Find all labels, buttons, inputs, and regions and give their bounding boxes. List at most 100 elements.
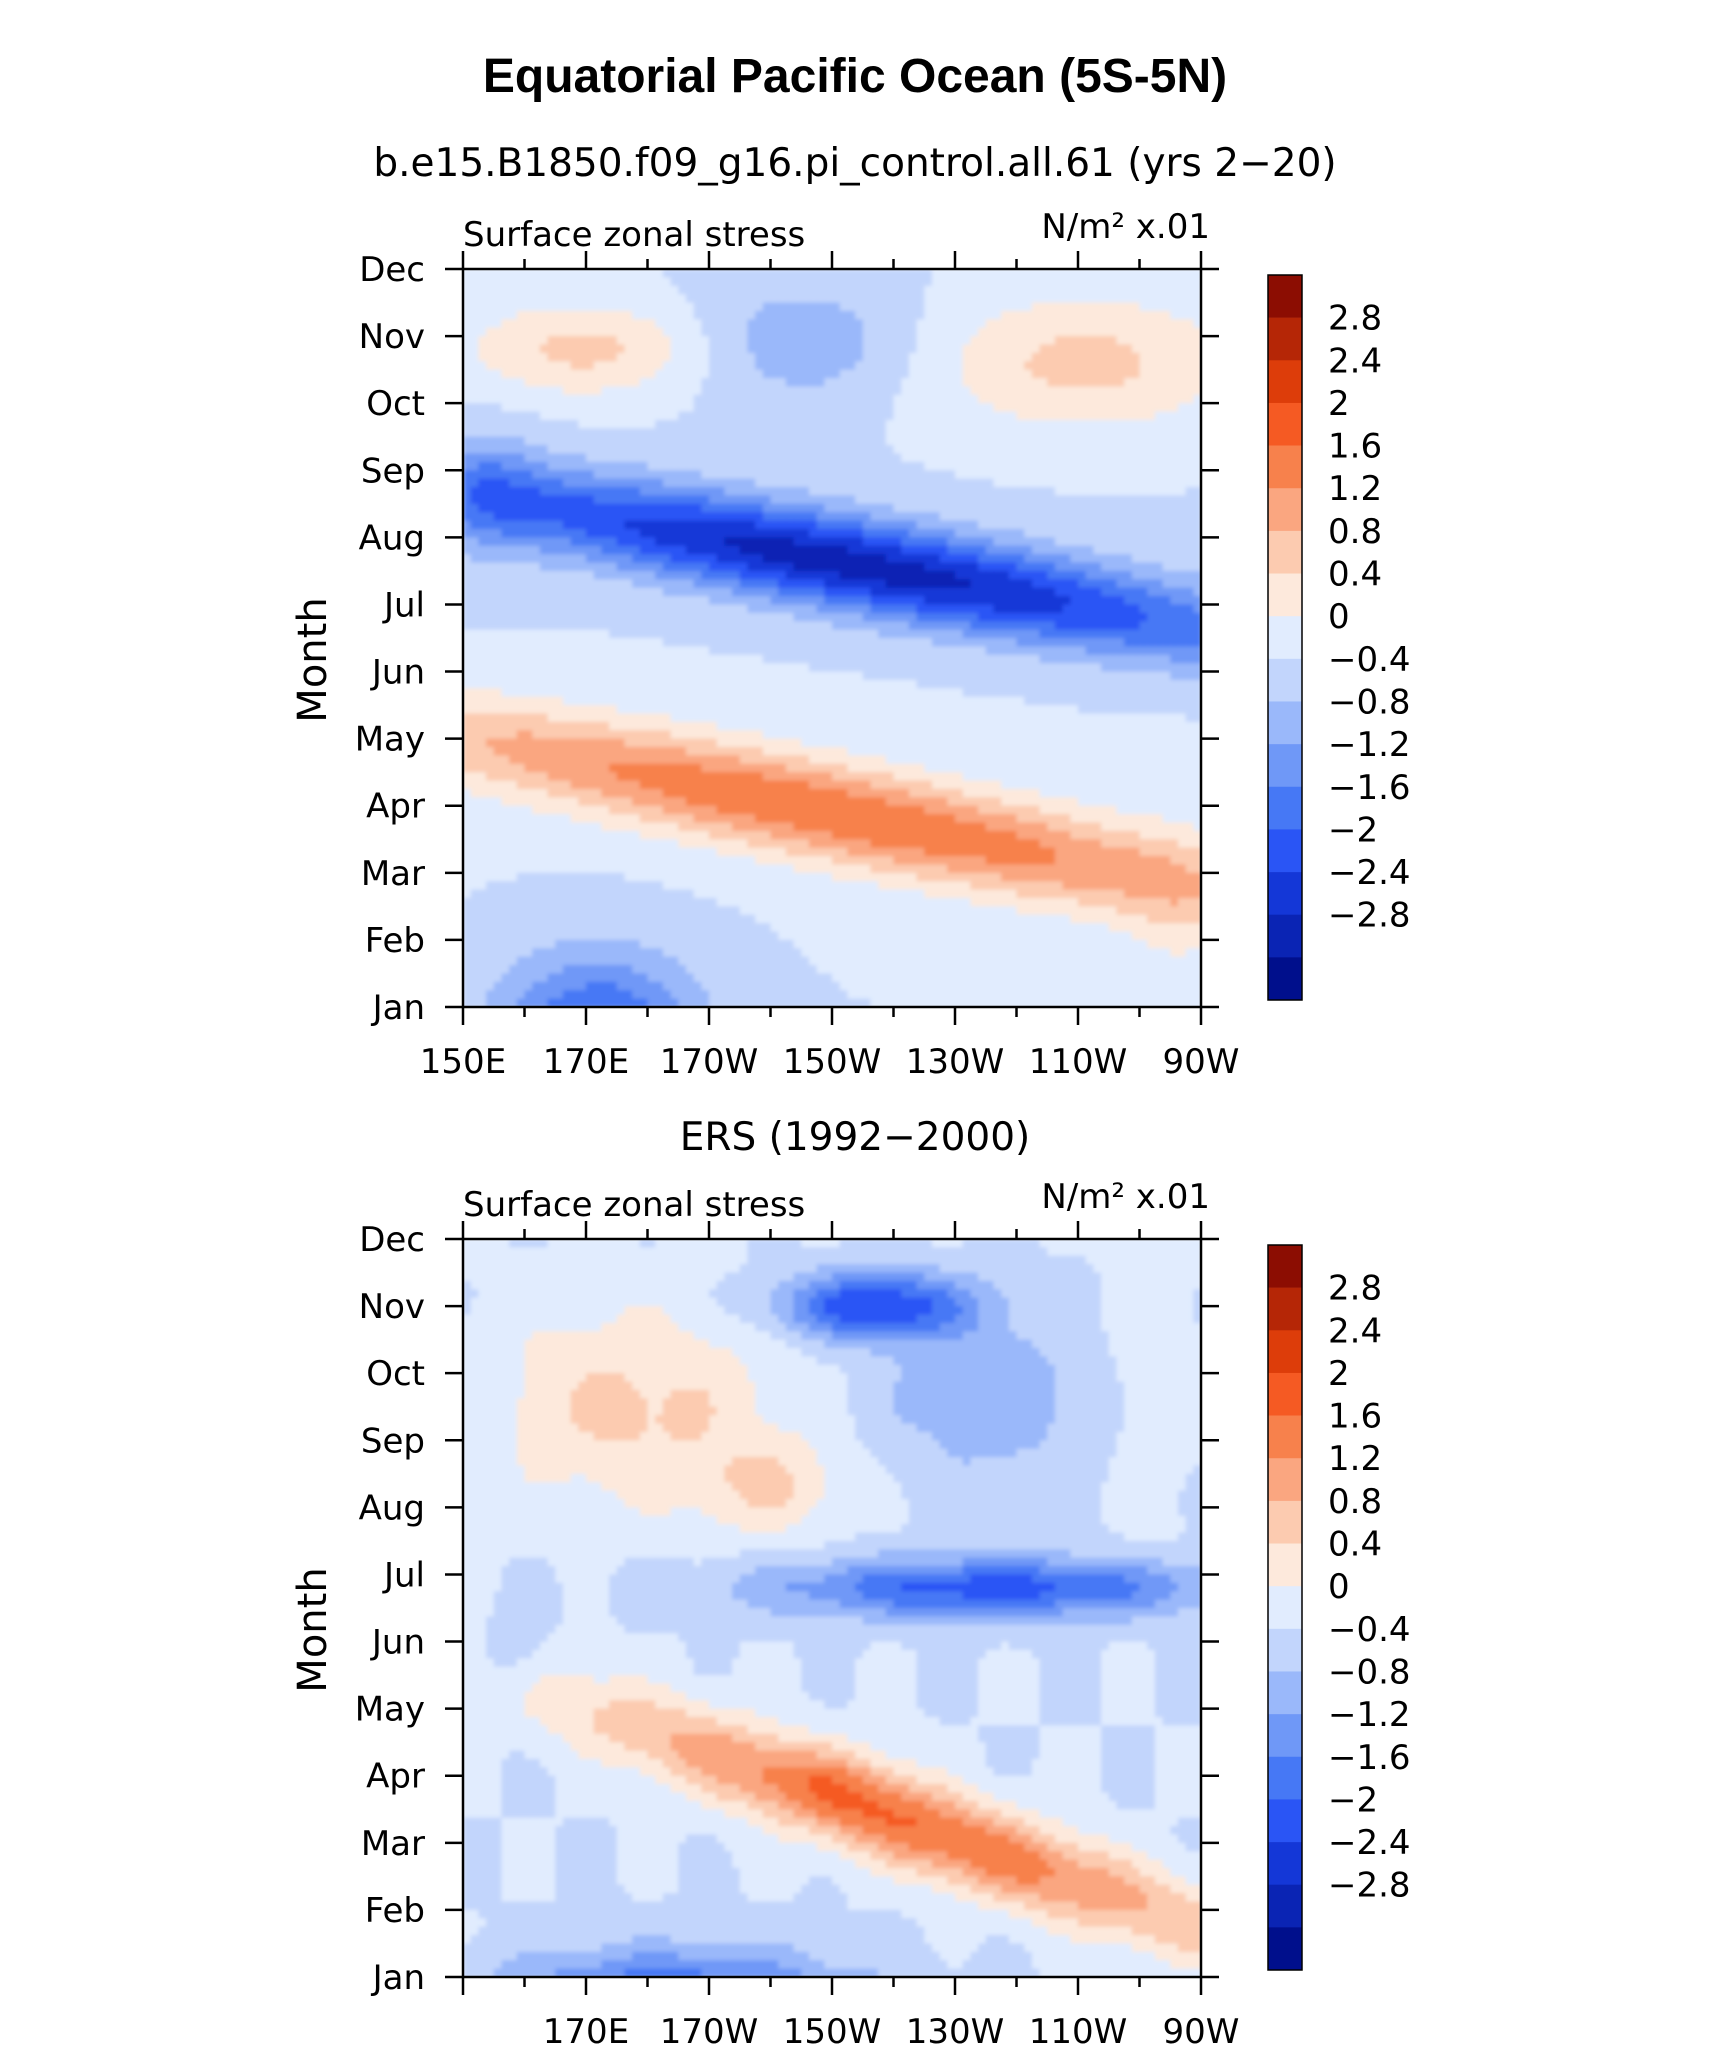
- contour-cell: [562, 394, 572, 405]
- contour-cell: [493, 503, 503, 514]
- contour-cell: [1101, 419, 1110, 430]
- contour-cell: [924, 562, 933, 572]
- contour-cell: [624, 520, 634, 530]
- contour-cell: [970, 562, 979, 572]
- contour-cell: [701, 285, 710, 296]
- contour-cell: [755, 596, 764, 606]
- contour-cell: [1070, 302, 1079, 312]
- contour-cell: [632, 394, 641, 405]
- contour-cell: [486, 378, 495, 388]
- contour-cell: [839, 294, 849, 304]
- contour-cell: [924, 671, 933, 681]
- contour-cell: [685, 310, 695, 321]
- contour-cell: [463, 512, 472, 522]
- contour-cell: [693, 327, 703, 337]
- contour-cell: [1093, 554, 1102, 564]
- contour-cell: [586, 403, 595, 413]
- contour-cell: [601, 319, 610, 329]
- contour-cell: [885, 638, 895, 648]
- contour-cell: [1078, 562, 1087, 572]
- contour-cell: [1070, 679, 1079, 690]
- contour-cell: [916, 436, 926, 447]
- contour-cell: [724, 696, 733, 706]
- contour-cell: [524, 604, 534, 614]
- contour-cell: [739, 378, 749, 388]
- contour-cell: [1139, 478, 1149, 488]
- contour-cell: [670, 378, 680, 388]
- contour-cell: [655, 663, 664, 673]
- contour-cell: [693, 294, 703, 304]
- contour-cell: [586, 579, 595, 589]
- contour-cell: [1124, 461, 1133, 472]
- contour-cell: [762, 285, 772, 296]
- contour-cell: [816, 621, 826, 631]
- contour-cell: [501, 696, 511, 706]
- contour-cell: [1016, 528, 1026, 539]
- contour-cell: [709, 378, 718, 388]
- contour-cell: [562, 487, 572, 497]
- contour-cell: [647, 663, 657, 673]
- contour-cell: [1039, 562, 1049, 572]
- contour-cell: [478, 394, 487, 405]
- contour-cell: [847, 470, 856, 480]
- contour-cell: [870, 436, 880, 447]
- contour-cell: [509, 621, 518, 631]
- contour-cell: [1193, 336, 1201, 346]
- contour-cell: [562, 596, 572, 606]
- contour-cell: [1147, 663, 1156, 673]
- contour-cell: [1108, 453, 1118, 463]
- contour-cell: [593, 679, 603, 690]
- contour-cell: [885, 621, 895, 631]
- contour-cell: [1124, 638, 1133, 648]
- contour-cell: [947, 277, 956, 287]
- contour-cell: [855, 277, 864, 287]
- contour-cell: [486, 478, 495, 488]
- contour-cell: [539, 629, 549, 639]
- contour-cell: [1124, 294, 1133, 304]
- contour-cell: [463, 688, 472, 698]
- contour-cell: [885, 671, 895, 681]
- contour-cell: [931, 537, 941, 547]
- contour-cell: [732, 419, 741, 430]
- contour-cell: [685, 369, 695, 379]
- contour-cell: [1047, 478, 1056, 488]
- contour-cell: [1093, 671, 1102, 681]
- contour-cell: [532, 696, 541, 706]
- contour-cell: [1116, 361, 1126, 371]
- contour-cell: [1008, 369, 1018, 379]
- contour-cell: [478, 487, 487, 497]
- contour-cell: [1185, 638, 1195, 648]
- contour-cell: [493, 277, 503, 287]
- contour-cell: [862, 596, 872, 606]
- contour-cell: [1185, 629, 1195, 639]
- contour-cell: [678, 319, 687, 329]
- contour-cell: [1139, 352, 1149, 363]
- contour-cell: [486, 445, 495, 455]
- contour-cell: [1039, 688, 1049, 698]
- contour-cell: [847, 646, 856, 656]
- contour-cell: [509, 663, 518, 673]
- contour-cell: [1154, 528, 1164, 539]
- contour-cell: [824, 419, 833, 430]
- contour-cell: [862, 629, 872, 639]
- contour-cell: [639, 495, 649, 505]
- contour-cell: [947, 638, 956, 648]
- contour-cell: [678, 487, 687, 497]
- contour-cell: [662, 587, 672, 597]
- contour-cell: [1024, 587, 1033, 597]
- contour-cell: [1139, 378, 1149, 388]
- contour-cell: [624, 528, 634, 539]
- contour-cell: [1185, 428, 1195, 438]
- contour-cell: [678, 537, 687, 547]
- contour-cell: [470, 327, 480, 337]
- contour-cell: [486, 386, 495, 396]
- contour-cell: [924, 285, 933, 296]
- contour-cell: [1139, 654, 1149, 665]
- contour-cell: [924, 587, 933, 597]
- contour-cell: [624, 554, 634, 564]
- contour-cell: [855, 512, 864, 522]
- contour-cell: [709, 579, 718, 589]
- contour-cell: [1124, 269, 1133, 279]
- contour-cell: [755, 394, 764, 405]
